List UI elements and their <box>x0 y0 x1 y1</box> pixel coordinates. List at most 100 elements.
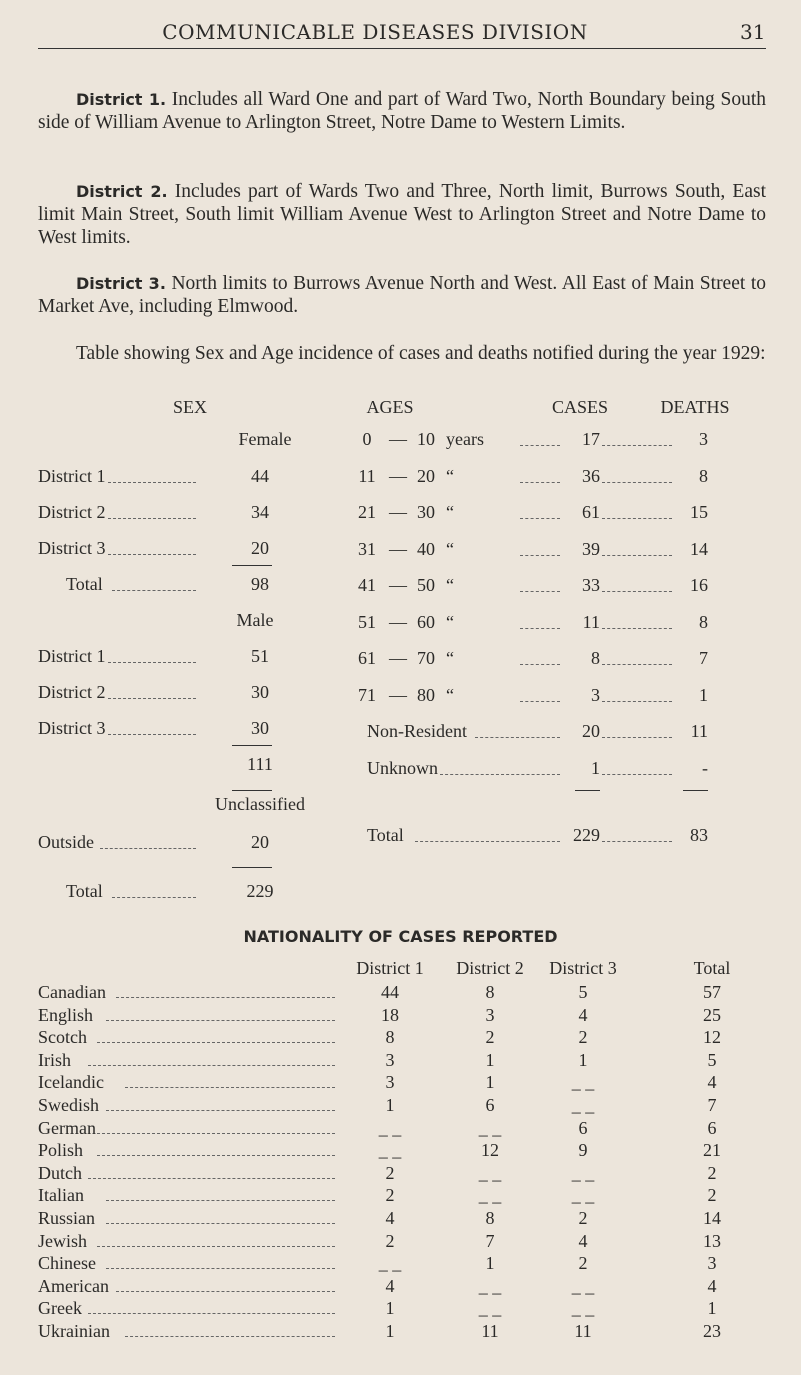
nationality-name: Jewish <box>38 1230 87 1251</box>
dot-leader <box>520 664 560 665</box>
sex-row-value: 98 <box>251 574 269 594</box>
cell-total: 5 <box>707 1049 717 1070</box>
dot-leader <box>602 481 672 483</box>
cell-total: 4 <box>707 1072 717 1093</box>
dot-leader <box>106 1268 335 1270</box>
age-dash: — <box>389 465 407 486</box>
cell-d2: 8 <box>485 982 495 1002</box>
age-unit: “ <box>446 575 454 595</box>
male-total: 111 <box>247 754 273 774</box>
cell-total: 7 <box>707 1095 717 1115</box>
age-dash: — <box>389 611 407 632</box>
age-unit: “ <box>446 538 454 559</box>
sex-row-label: District 3 <box>38 718 106 738</box>
age-unit: “ <box>446 611 454 632</box>
sex-row-label: District 2 <box>38 502 106 522</box>
age-from: 51 <box>358 611 376 632</box>
age-deaths: 14 <box>690 538 708 559</box>
cell-d1: _ _ <box>378 1117 402 1138</box>
age-deaths: 15 <box>690 502 708 522</box>
cell-d1: 2 <box>385 1162 395 1183</box>
dot-leader <box>415 841 560 842</box>
cell-total: 25 <box>703 1004 721 1025</box>
sum-rule <box>683 790 708 791</box>
age-dash: — <box>389 648 407 668</box>
column-header: District 3 <box>549 958 617 978</box>
age-unknown-label: Unknown <box>367 758 438 778</box>
cell-total: 3 <box>707 1253 717 1274</box>
cell-d2: _ _ <box>478 1298 502 1319</box>
age-from: 31 <box>358 538 376 559</box>
age-unit: “ <box>446 465 454 486</box>
paragraph-text: Includes all Ward One and part of Ward T… <box>38 89 767 133</box>
cell-d1: 18 <box>381 1004 399 1025</box>
age-from: 71 <box>358 684 376 705</box>
cell-d1: 3 <box>385 1049 395 1070</box>
nationality-name: Dutch <box>38 1162 82 1183</box>
dot-leader <box>108 554 196 555</box>
paragraph-district-3: District 3. North limits to Burrows Aven… <box>38 272 766 318</box>
age-unknown-deaths: - <box>702 758 708 778</box>
dot-leader <box>100 848 196 849</box>
cell-d2: 12 <box>481 1140 499 1161</box>
cell-d2: _ _ <box>478 1185 502 1206</box>
sex-row-label: District 1 <box>38 646 106 666</box>
sex-row-value: 30 <box>251 682 269 702</box>
age-unit: “ <box>446 502 454 522</box>
dot-leader <box>112 897 196 898</box>
cell-d3: 11 <box>574 1321 592 1341</box>
sum-rule <box>575 790 600 791</box>
age-cases: 39 <box>582 538 600 559</box>
age-unit: “ <box>446 684 454 705</box>
cell-d3: 5 <box>578 982 588 1002</box>
cell-d1: 4 <box>385 1208 395 1228</box>
dot-leader <box>440 774 560 775</box>
age-from: 0 <box>362 429 372 449</box>
age-deaths: 16 <box>690 575 708 595</box>
cell-total: 2 <box>707 1162 717 1183</box>
age-unit: “ <box>446 648 454 668</box>
paragraph-table-intro: Table showing Sex and Age incidence of c… <box>38 342 766 365</box>
age-dash: — <box>389 502 407 522</box>
sex-row-value: 44 <box>251 466 269 486</box>
dot-leader <box>115 1290 335 1292</box>
cell-d3: 2 <box>578 1208 588 1228</box>
age-to: 30 <box>417 502 435 522</box>
dot-leader <box>602 627 672 629</box>
dot-leader <box>520 591 560 592</box>
dot-leader <box>602 774 672 775</box>
dot-leader <box>97 1245 335 1247</box>
paragraph-district-1: District 1. Includes all Ward One and pa… <box>38 88 766 134</box>
dot-leader <box>106 1019 335 1021</box>
cell-d2: 7 <box>485 1230 495 1251</box>
total-label: Total <box>66 881 103 901</box>
dot-leader <box>108 662 196 663</box>
paragraph-text: Includes part of Wards Two and Three, No… <box>38 181 766 248</box>
cell-d3: 4 <box>578 1230 588 1251</box>
dot-leader <box>475 737 560 738</box>
age-dash: — <box>389 684 407 705</box>
cell-total: 4 <box>707 1275 717 1296</box>
age-deaths: 7 <box>699 648 708 668</box>
age-non_resident-cases: 20 <box>582 721 600 741</box>
dot-leader <box>108 482 196 483</box>
sum-rule <box>232 790 272 791</box>
cell-total: 57 <box>703 982 721 1002</box>
age-cases: 11 <box>582 611 600 632</box>
nationality-name: Canadian <box>38 982 106 1002</box>
age-deaths: 8 <box>699 465 708 486</box>
cell-d3: 2 <box>578 1027 588 1048</box>
unclassified-label: Unclassified <box>215 794 305 814</box>
age-to: 10 <box>417 429 435 449</box>
age-cases: 8 <box>591 648 600 668</box>
dot-leader <box>106 1200 335 1202</box>
dot-leader <box>520 554 560 556</box>
cell-d1: _ _ <box>378 1253 402 1274</box>
header-cases: CASES <box>551 397 609 417</box>
cell-d2: 1 <box>485 1049 495 1070</box>
cell-total: 2 <box>707 1185 717 1206</box>
dot-leader <box>602 737 672 738</box>
sex-row-label: District 2 <box>38 682 106 702</box>
age-total-deaths: 83 <box>690 825 708 845</box>
age-cases: 17 <box>582 429 600 449</box>
